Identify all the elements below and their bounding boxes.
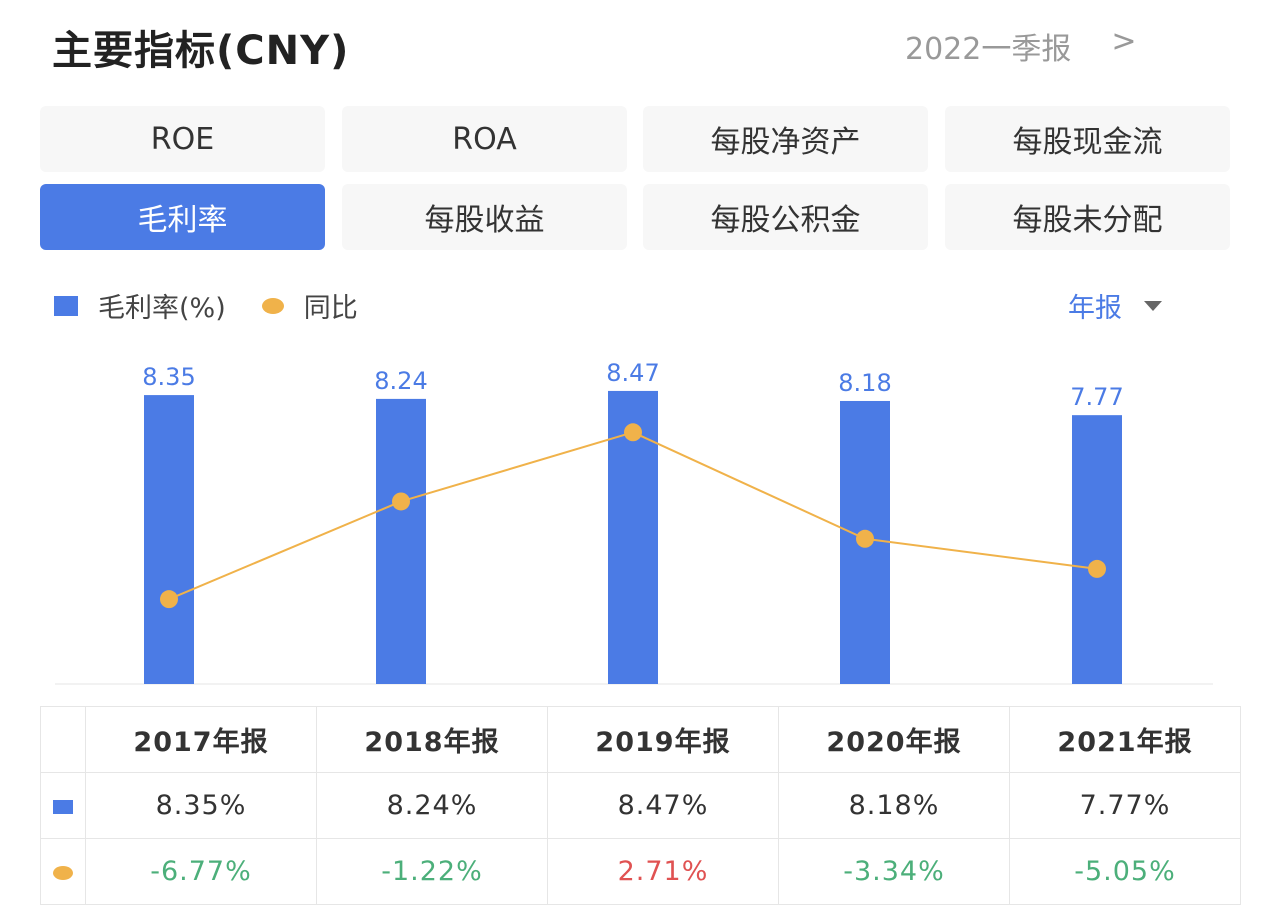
bar-label: 8.47: [606, 359, 659, 387]
report-type-label: 年报: [1068, 293, 1122, 324]
period-selector[interactable]: 2022一季报 >: [905, 24, 1137, 68]
tab-0[interactable]: ROE: [40, 106, 325, 172]
table-cell: 2.71%: [547, 838, 779, 905]
table-cell: 8.18%: [778, 772, 1010, 839]
column-header: 2021年报: [1009, 706, 1241, 773]
column-header: 2020年报: [778, 706, 1010, 773]
column-header: 2017年报: [85, 706, 317, 773]
corner-cell: [40, 706, 86, 773]
table-cell: 8.35%: [85, 772, 317, 839]
line-legend-label: 同比: [303, 293, 358, 324]
caret-down-icon: [1144, 300, 1162, 311]
page-title: 主要指标(CNY): [52, 28, 350, 74]
table-cell: 7.77%: [1009, 772, 1241, 839]
yoy-point: [1088, 559, 1106, 578]
table-cell: -1.22%: [316, 838, 548, 905]
line-legend-icon: [261, 297, 284, 314]
bar-label: 8.35: [142, 363, 195, 391]
yoy-point: [624, 423, 642, 442]
bar-legend-label: 毛利率(%): [98, 293, 226, 324]
bar: [1072, 415, 1122, 684]
bar-label: 7.77: [1070, 383, 1123, 411]
tab-7[interactable]: 每股未分配: [945, 184, 1230, 250]
bar-series-icon: [53, 800, 73, 814]
tab-2[interactable]: 每股净资产: [643, 106, 928, 172]
table-cell: 8.24%: [316, 772, 548, 839]
bar: [376, 398, 426, 684]
yoy-point: [856, 529, 874, 548]
line-series-icon: [53, 866, 73, 880]
tab-3[interactable]: 每股现金流: [945, 106, 1230, 172]
tab-6[interactable]: 每股公积金: [643, 184, 928, 250]
bar-label: 8.24: [374, 367, 427, 395]
period-label: 2022一季报: [905, 32, 1072, 67]
yoy-point: [160, 590, 178, 609]
tab-1[interactable]: ROA: [342, 106, 627, 172]
report-type-dropdown[interactable]: 年报: [1068, 286, 1162, 325]
bar-label: 8.18: [838, 369, 891, 397]
table-cell: -6.77%: [85, 838, 317, 905]
bar: [144, 395, 194, 684]
chart-legend: 毛利率(%) 同比: [54, 286, 358, 325]
table-cell: -5.05%: [1009, 838, 1241, 905]
chevron-right-icon: >: [1111, 24, 1137, 59]
column-header: 2019年报: [547, 706, 779, 773]
tab-5[interactable]: 每股收益: [342, 184, 627, 250]
table-cell: 8.47%: [547, 772, 779, 839]
bar-legend-icon: [54, 295, 78, 316]
column-header: 2018年报: [316, 706, 548, 773]
yoy-point: [392, 492, 410, 511]
data-table: 2017年报 2018年报 2019年报 2020年报 2021年报 8.35% 8.24…: [40, 706, 1241, 905]
table-cell: -3.34%: [778, 838, 1010, 905]
tab-4[interactable]: 毛利率: [40, 184, 325, 250]
